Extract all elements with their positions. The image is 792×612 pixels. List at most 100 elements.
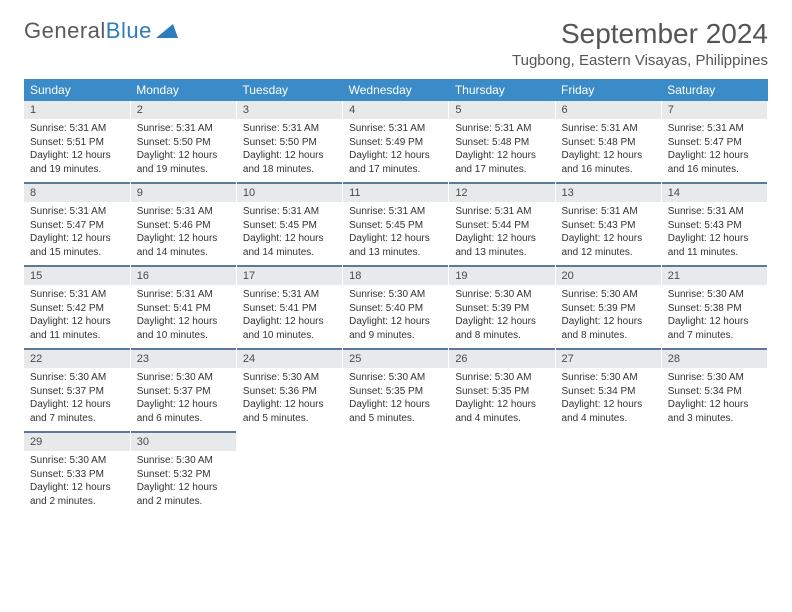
calendar-day-cell: 22Sunrise: 5:30 AMSunset: 5:37 PMDayligh…	[24, 348, 130, 431]
day-content: Sunrise: 5:30 AMSunset: 5:39 PMDaylight:…	[449, 285, 554, 348]
daylight-text-1: Daylight: 12 hours	[562, 398, 655, 412]
day-content: Sunrise: 5:31 AMSunset: 5:47 PMDaylight:…	[24, 202, 130, 265]
sunrise-text: Sunrise: 5:31 AM	[668, 205, 761, 219]
calendar-day-cell	[449, 431, 555, 514]
sunrise-text: Sunrise: 5:30 AM	[668, 371, 761, 385]
sunset-text: Sunset: 5:50 PM	[137, 136, 230, 150]
calendar-table: Sunday Monday Tuesday Wednesday Thursday…	[24, 79, 768, 514]
day-content: Sunrise: 5:31 AMSunset: 5:50 PMDaylight:…	[237, 119, 342, 182]
sunset-text: Sunset: 5:38 PM	[668, 302, 761, 316]
calendar-day-cell: 5Sunrise: 5:31 AMSunset: 5:48 PMDaylight…	[449, 101, 555, 182]
daylight-text-2: and 14 minutes.	[243, 246, 336, 260]
daylight-text-1: Daylight: 12 hours	[562, 315, 655, 329]
calendar-day-cell: 19Sunrise: 5:30 AMSunset: 5:39 PMDayligh…	[449, 265, 555, 348]
day-content: Sunrise: 5:31 AMSunset: 5:46 PMDaylight:…	[131, 202, 236, 265]
daylight-text-1: Daylight: 12 hours	[243, 232, 336, 246]
weekday-header-row: Sunday Monday Tuesday Wednesday Thursday…	[24, 79, 768, 101]
sunrise-text: Sunrise: 5:30 AM	[137, 454, 230, 468]
day-number: 21	[662, 265, 767, 285]
daylight-text-2: and 11 minutes.	[30, 329, 124, 343]
sunset-text: Sunset: 5:33 PM	[30, 468, 124, 482]
day-number: 11	[343, 182, 448, 202]
sunrise-text: Sunrise: 5:31 AM	[349, 122, 442, 136]
sunset-text: Sunset: 5:34 PM	[562, 385, 655, 399]
day-content: Sunrise: 5:31 AMSunset: 5:44 PMDaylight:…	[449, 202, 554, 265]
daylight-text-2: and 7 minutes.	[30, 412, 124, 426]
calendar-day-cell: 2Sunrise: 5:31 AMSunset: 5:50 PMDaylight…	[130, 101, 236, 182]
sunset-text: Sunset: 5:50 PM	[243, 136, 336, 150]
calendar-day-cell: 14Sunrise: 5:31 AMSunset: 5:43 PMDayligh…	[661, 182, 767, 265]
day-number: 19	[449, 265, 554, 285]
sunrise-text: Sunrise: 5:31 AM	[668, 122, 761, 136]
day-number: 12	[449, 182, 554, 202]
day-number: 25	[343, 348, 448, 368]
calendar-day-cell: 23Sunrise: 5:30 AMSunset: 5:37 PMDayligh…	[130, 348, 236, 431]
daylight-text-2: and 4 minutes.	[562, 412, 655, 426]
daylight-text-1: Daylight: 12 hours	[562, 149, 655, 163]
calendar-day-cell	[661, 431, 767, 514]
daylight-text-1: Daylight: 12 hours	[243, 315, 336, 329]
calendar-day-cell: 27Sunrise: 5:30 AMSunset: 5:34 PMDayligh…	[555, 348, 661, 431]
weekday-header: Saturday	[661, 79, 767, 101]
sunset-text: Sunset: 5:32 PM	[137, 468, 230, 482]
calendar-day-cell: 16Sunrise: 5:31 AMSunset: 5:41 PMDayligh…	[130, 265, 236, 348]
day-number: 18	[343, 265, 448, 285]
calendar-day-cell	[343, 431, 449, 514]
sunrise-text: Sunrise: 5:31 AM	[562, 122, 655, 136]
calendar-day-cell: 17Sunrise: 5:31 AMSunset: 5:41 PMDayligh…	[236, 265, 342, 348]
sunset-text: Sunset: 5:37 PM	[30, 385, 124, 399]
sunrise-text: Sunrise: 5:31 AM	[30, 288, 124, 302]
day-content: Sunrise: 5:31 AMSunset: 5:43 PMDaylight:…	[662, 202, 767, 265]
day-content: Sunrise: 5:30 AMSunset: 5:37 PMDaylight:…	[131, 368, 236, 431]
day-content: Sunrise: 5:31 AMSunset: 5:45 PMDaylight:…	[343, 202, 448, 265]
day-content: Sunrise: 5:31 AMSunset: 5:42 PMDaylight:…	[24, 285, 130, 348]
day-number: 8	[24, 182, 130, 202]
day-number: 20	[556, 265, 661, 285]
day-content: Sunrise: 5:30 AMSunset: 5:35 PMDaylight:…	[449, 368, 554, 431]
daylight-text-1: Daylight: 12 hours	[30, 149, 124, 163]
calendar-week-row: 22Sunrise: 5:30 AMSunset: 5:37 PMDayligh…	[24, 348, 768, 431]
day-content: Sunrise: 5:31 AMSunset: 5:43 PMDaylight:…	[556, 202, 661, 265]
calendar-day-cell: 4Sunrise: 5:31 AMSunset: 5:49 PMDaylight…	[343, 101, 449, 182]
daylight-text-1: Daylight: 12 hours	[30, 315, 124, 329]
sunset-text: Sunset: 5:48 PM	[562, 136, 655, 150]
daylight-text-2: and 10 minutes.	[243, 329, 336, 343]
daylight-text-1: Daylight: 12 hours	[668, 149, 761, 163]
daylight-text-1: Daylight: 12 hours	[349, 315, 442, 329]
day-content: Sunrise: 5:30 AMSunset: 5:37 PMDaylight:…	[24, 368, 130, 431]
day-number: 27	[556, 348, 661, 368]
sunset-text: Sunset: 5:49 PM	[349, 136, 442, 150]
sunrise-text: Sunrise: 5:30 AM	[349, 288, 442, 302]
calendar-day-cell: 3Sunrise: 5:31 AMSunset: 5:50 PMDaylight…	[236, 101, 342, 182]
day-number: 17	[237, 265, 342, 285]
calendar-week-row: 29Sunrise: 5:30 AMSunset: 5:33 PMDayligh…	[24, 431, 768, 514]
daylight-text-1: Daylight: 12 hours	[455, 398, 548, 412]
sunset-text: Sunset: 5:41 PM	[243, 302, 336, 316]
day-content: Sunrise: 5:31 AMSunset: 5:48 PMDaylight:…	[556, 119, 661, 182]
daylight-text-1: Daylight: 12 hours	[137, 398, 230, 412]
weekday-header: Monday	[130, 79, 236, 101]
calendar-day-cell: 29Sunrise: 5:30 AMSunset: 5:33 PMDayligh…	[24, 431, 130, 514]
day-number: 26	[449, 348, 554, 368]
day-number: 9	[131, 182, 236, 202]
sunset-text: Sunset: 5:47 PM	[30, 219, 124, 233]
day-content: Sunrise: 5:31 AMSunset: 5:41 PMDaylight:…	[237, 285, 342, 348]
calendar-day-cell: 20Sunrise: 5:30 AMSunset: 5:39 PMDayligh…	[555, 265, 661, 348]
daylight-text-1: Daylight: 12 hours	[30, 398, 124, 412]
sunrise-text: Sunrise: 5:30 AM	[243, 371, 336, 385]
sunrise-text: Sunrise: 5:31 AM	[243, 288, 336, 302]
calendar-day-cell: 26Sunrise: 5:30 AMSunset: 5:35 PMDayligh…	[449, 348, 555, 431]
sunset-text: Sunset: 5:47 PM	[668, 136, 761, 150]
sunrise-text: Sunrise: 5:31 AM	[30, 205, 124, 219]
daylight-text-2: and 13 minutes.	[455, 246, 548, 260]
daylight-text-1: Daylight: 12 hours	[562, 232, 655, 246]
daylight-text-1: Daylight: 12 hours	[668, 315, 761, 329]
day-number: 16	[131, 265, 236, 285]
sunset-text: Sunset: 5:45 PM	[243, 219, 336, 233]
daylight-text-2: and 14 minutes.	[137, 246, 230, 260]
day-content: Sunrise: 5:31 AMSunset: 5:48 PMDaylight:…	[449, 119, 554, 182]
calendar-day-cell: 18Sunrise: 5:30 AMSunset: 5:40 PMDayligh…	[343, 265, 449, 348]
calendar-day-cell: 15Sunrise: 5:31 AMSunset: 5:42 PMDayligh…	[24, 265, 130, 348]
day-number: 6	[556, 101, 661, 119]
sunrise-text: Sunrise: 5:30 AM	[30, 454, 124, 468]
